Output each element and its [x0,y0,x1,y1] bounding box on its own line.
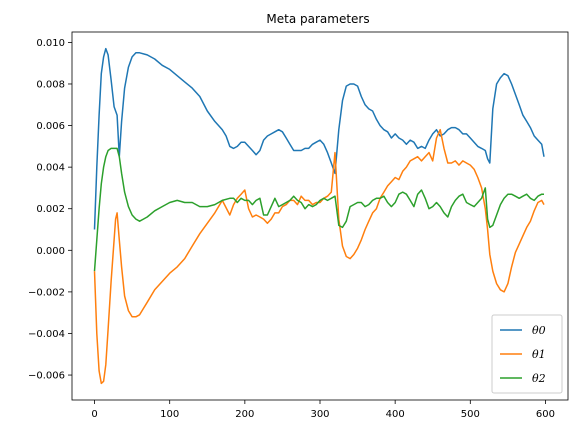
series-line-theta1 [93,128,545,385]
axis-ticks: 0 100 200 300 400 500 600 −0.006 −0.004 −0.002 0.0… [28,38,555,420]
x-tick-label: 300 [310,409,329,420]
legend-label-theta2: θ2 [532,372,546,385]
chart-title: Meta parameters [266,12,369,26]
x-tick-label: 500 [461,409,480,420]
y-tick-label: 0.002 [36,204,65,215]
series-line-theta0 [93,47,545,230]
x-tick-label: 600 [536,409,555,420]
y-tick-label: −0.006 [28,371,65,382]
x-tick-label: 100 [160,409,179,420]
plot-area: 0 100 200 300 400 500 600 −0.006 −0.004 −0.002 0.0… [28,31,569,420]
y-tick-label: 0.004 [36,163,65,174]
y-tick-label: 0.006 [36,121,65,132]
x-tick-label: 200 [235,409,254,420]
y-tick-label: 0.008 [36,79,65,90]
y-tick-label: 0.010 [36,38,65,49]
legend-label-theta1: θ1 [532,348,546,361]
plot-frame [71,31,569,401]
legend-box [491,314,563,394]
y-tick-label: −0.002 [28,287,65,298]
x-tick-label: 0 [91,409,97,420]
x-tick-label: 400 [386,409,405,420]
legend: θ0 θ1 θ2 [491,314,563,394]
y-tick-label: 0.000 [36,246,65,257]
series-line-theta2 [93,147,544,272]
y-tick-label: −0.004 [28,329,65,340]
series-lines [93,47,545,385]
legend-label-theta0: θ0 [532,324,546,337]
